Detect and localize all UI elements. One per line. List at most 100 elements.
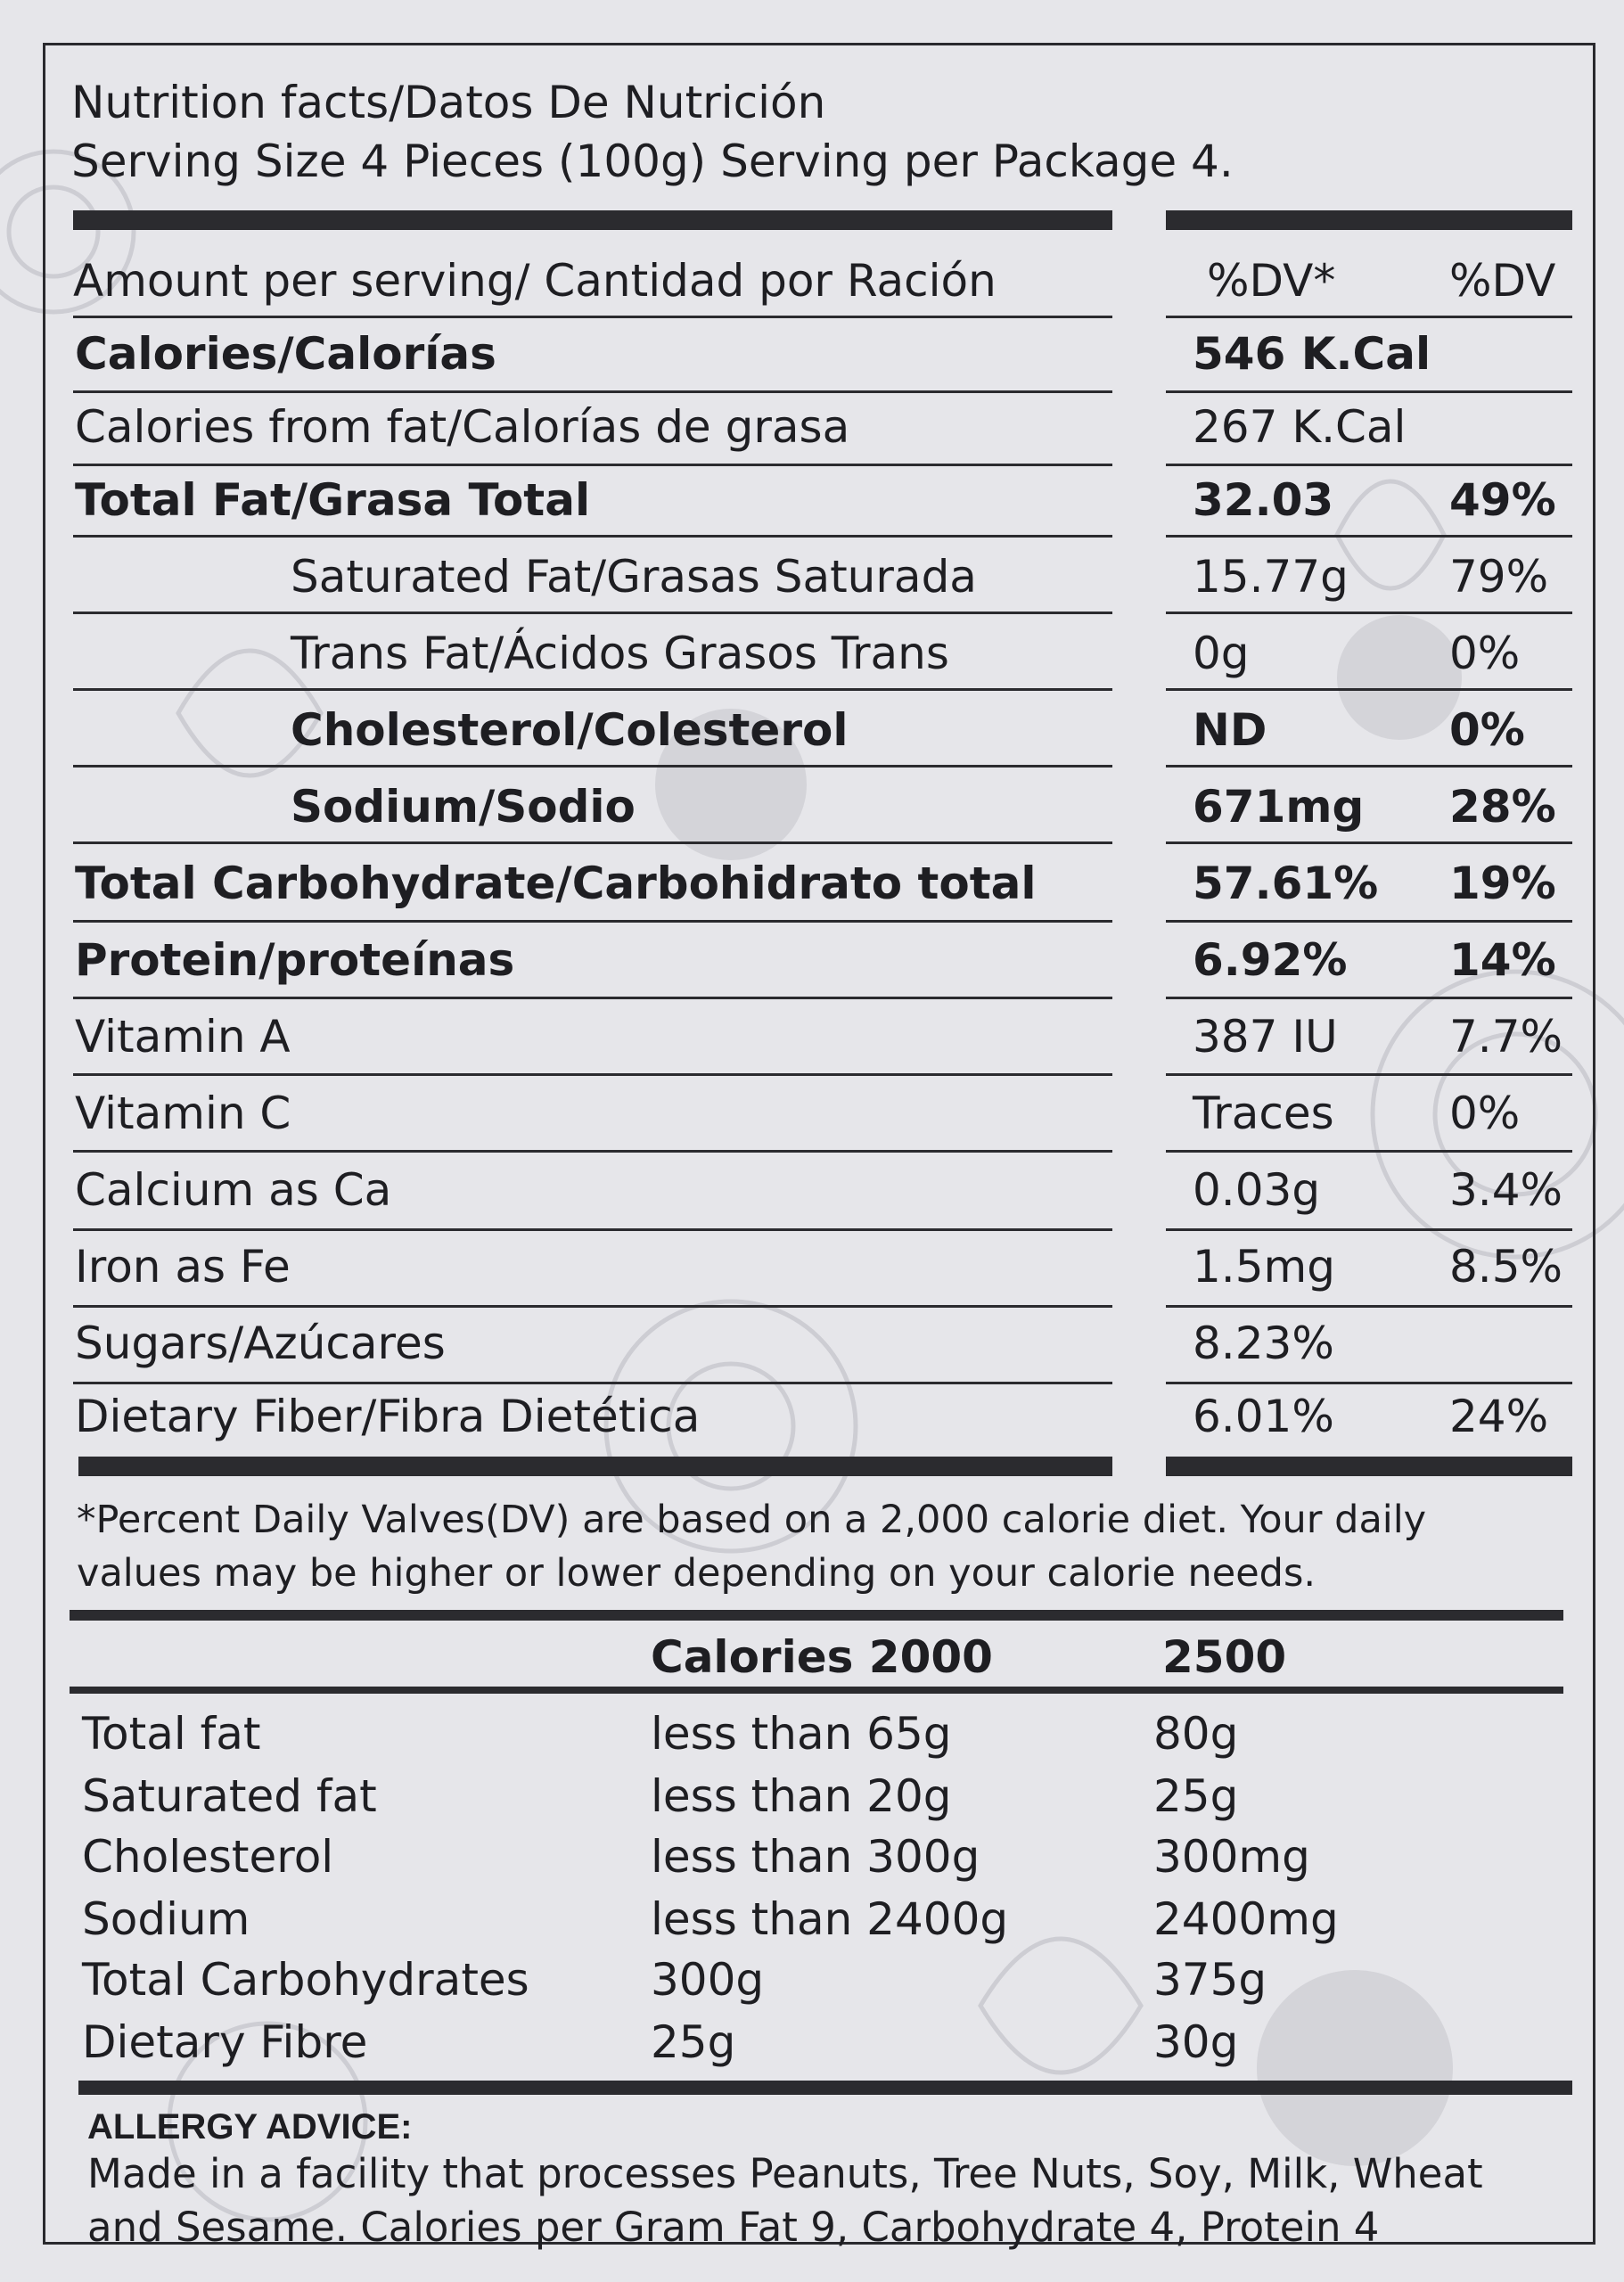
row-divider: [1166, 1073, 1572, 1076]
row-divider: [73, 316, 1112, 318]
row-divider: [1166, 920, 1572, 923]
row-divider: [1166, 1228, 1572, 1231]
nutrient-daily-value: 19%: [1449, 858, 1556, 909]
row-divider: [1166, 1382, 1572, 1384]
row-divider: [73, 1228, 1112, 1231]
row-divider: [73, 688, 1112, 691]
nutrient-amount: 0g: [1193, 628, 1250, 679]
row-divider: [1166, 390, 1572, 393]
reference-2000-value: less than 300g: [651, 1831, 980, 1883]
reference-label: Total Carbohydrates: [82, 1954, 529, 2006]
header-bar-right: [1166, 210, 1572, 230]
footnote-line-2: values may be higher or lower depending …: [77, 1551, 1316, 1596]
reference-col-2000: Calories 2000: [651, 1631, 993, 1683]
reference-2500-value: 80g: [1153, 1708, 1239, 1760]
allergy-text-line-1: Made in a facility that processes Peanut…: [87, 2150, 1483, 2197]
nutrient-amount: 6.92%: [1193, 934, 1348, 986]
row-divider: [1166, 535, 1572, 538]
allergy-text-line-2: and Sesame. Calories per Gram Fat 9, Car…: [87, 2204, 1380, 2251]
reference-label: Total fat: [82, 1708, 261, 1760]
nutrient-amount: ND: [1193, 704, 1267, 756]
row-divider: [1166, 464, 1572, 466]
reference-label: Saturated fat: [82, 1770, 377, 1822]
nutrient-amount: 546 K.Cal: [1193, 328, 1431, 380]
footer-bar-left: [78, 1457, 1112, 1476]
row-divider: [1166, 1150, 1572, 1153]
nutrient-label: Calcium as Ca: [75, 1164, 392, 1216]
row-divider: [73, 1073, 1112, 1076]
nutrient-amount: 6.01%: [1193, 1391, 1334, 1442]
nutrient-daily-value: 8.5%: [1449, 1241, 1563, 1293]
nutrient-amount: 1.5mg: [1193, 1241, 1335, 1293]
row-divider: [73, 841, 1112, 844]
row-divider: [1166, 765, 1572, 768]
nutrient-label: Vitamin A: [75, 1011, 291, 1063]
row-divider: [73, 920, 1112, 923]
nutrient-amount: 671mg: [1193, 781, 1365, 833]
nutrient-amount: 32.03: [1193, 474, 1334, 526]
row-divider: [1166, 841, 1572, 844]
row-divider: [73, 390, 1112, 393]
reference-2000-value: 300g: [651, 1954, 765, 2006]
nutrient-daily-value: 49%: [1449, 474, 1556, 526]
nutrient-daily-value: 14%: [1449, 934, 1556, 986]
row-divider: [1166, 612, 1572, 614]
reference-label: Cholesterol: [82, 1831, 334, 1883]
nutrient-daily-value: 24%: [1449, 1391, 1549, 1442]
reference-2500-value: 375g: [1153, 1954, 1267, 2006]
label-title: Nutrition facts/Datos De Nutrición: [71, 77, 826, 128]
nutrient-label: Dietary Fiber/Fibra Dietética: [75, 1391, 701, 1442]
nutrient-label: Iron as Fe: [75, 1241, 291, 1293]
row-divider: [1166, 997, 1572, 999]
row-divider: [1166, 1305, 1572, 1308]
reference-label: Dietary Fibre: [82, 2016, 368, 2068]
nutrient-label: Calories from fat/Calorías de grasa: [75, 401, 850, 453]
nutrient-daily-value: 0%: [1449, 704, 1525, 756]
row-divider: [1166, 316, 1572, 318]
nutrition-panel: [43, 43, 1595, 2245]
reference-label: Sodium: [82, 1893, 250, 1945]
column-header-dv-2: %DV: [1449, 255, 1556, 307]
nutrient-amount: 57.61%: [1193, 858, 1379, 909]
reference-2500-value: 300mg: [1153, 1831, 1310, 1883]
reference-2500-value: 25g: [1153, 1770, 1239, 1822]
allergy-divider: [78, 2081, 1572, 2095]
row-divider: [73, 1305, 1112, 1308]
nutrient-label: Calories/Calorías: [75, 328, 496, 380]
reference-top-bar: [70, 1610, 1563, 1621]
nutrient-daily-value: 7.7%: [1449, 1011, 1563, 1063]
reference-2500-value: 30g: [1153, 2016, 1239, 2068]
nutrient-amount: 0.03g: [1193, 1164, 1321, 1216]
reference-2000-value: 25g: [651, 2016, 736, 2068]
nutrient-label: Total Fat/Grasa Total: [75, 474, 591, 526]
nutrient-daily-value: 28%: [1449, 781, 1556, 833]
row-divider: [73, 464, 1112, 466]
nutrient-amount: Traces: [1193, 1088, 1334, 1139]
nutrient-daily-value: 0%: [1449, 1088, 1521, 1139]
footnote-line-1: *Percent Daily Valves(DV) are based on a…: [77, 1498, 1427, 1542]
footer-bar-right: [1166, 1457, 1572, 1476]
reference-header-bar: [70, 1687, 1563, 1694]
nutrient-daily-value: 0%: [1449, 628, 1521, 679]
reference-2500-value: 2400mg: [1153, 1893, 1339, 1945]
row-divider: [73, 535, 1112, 538]
nutrient-label: Vitamin C: [75, 1088, 291, 1139]
reference-2000-value: less than 20g: [651, 1770, 952, 1822]
nutrient-label: Protein/proteínas: [75, 934, 515, 986]
nutrient-daily-value: 79%: [1449, 551, 1549, 603]
nutrient-amount: 387 IU: [1193, 1011, 1338, 1063]
nutrient-daily-value: 3.4%: [1449, 1164, 1563, 1216]
nutrient-label: Sugars/Azúcares: [75, 1317, 446, 1369]
nutrient-amount: 8.23%: [1193, 1317, 1334, 1369]
serving-size: Serving Size 4 Pieces (100g) Serving per…: [71, 135, 1234, 187]
row-divider: [73, 1150, 1112, 1153]
nutrient-label: Trans Fat/Ácidos Grasos Trans: [291, 628, 949, 679]
reference-2000-value: less than 2400g: [651, 1893, 1009, 1945]
nutrient-label: Saturated Fat/Grasas Saturada: [291, 551, 977, 603]
row-divider: [73, 997, 1112, 999]
allergy-title: ALLERGY ADVICE:: [87, 2107, 413, 2147]
row-divider: [73, 765, 1112, 768]
row-divider: [73, 612, 1112, 614]
nutrient-label: Total Carbohydrate/Carbohidrato total: [75, 858, 1037, 909]
